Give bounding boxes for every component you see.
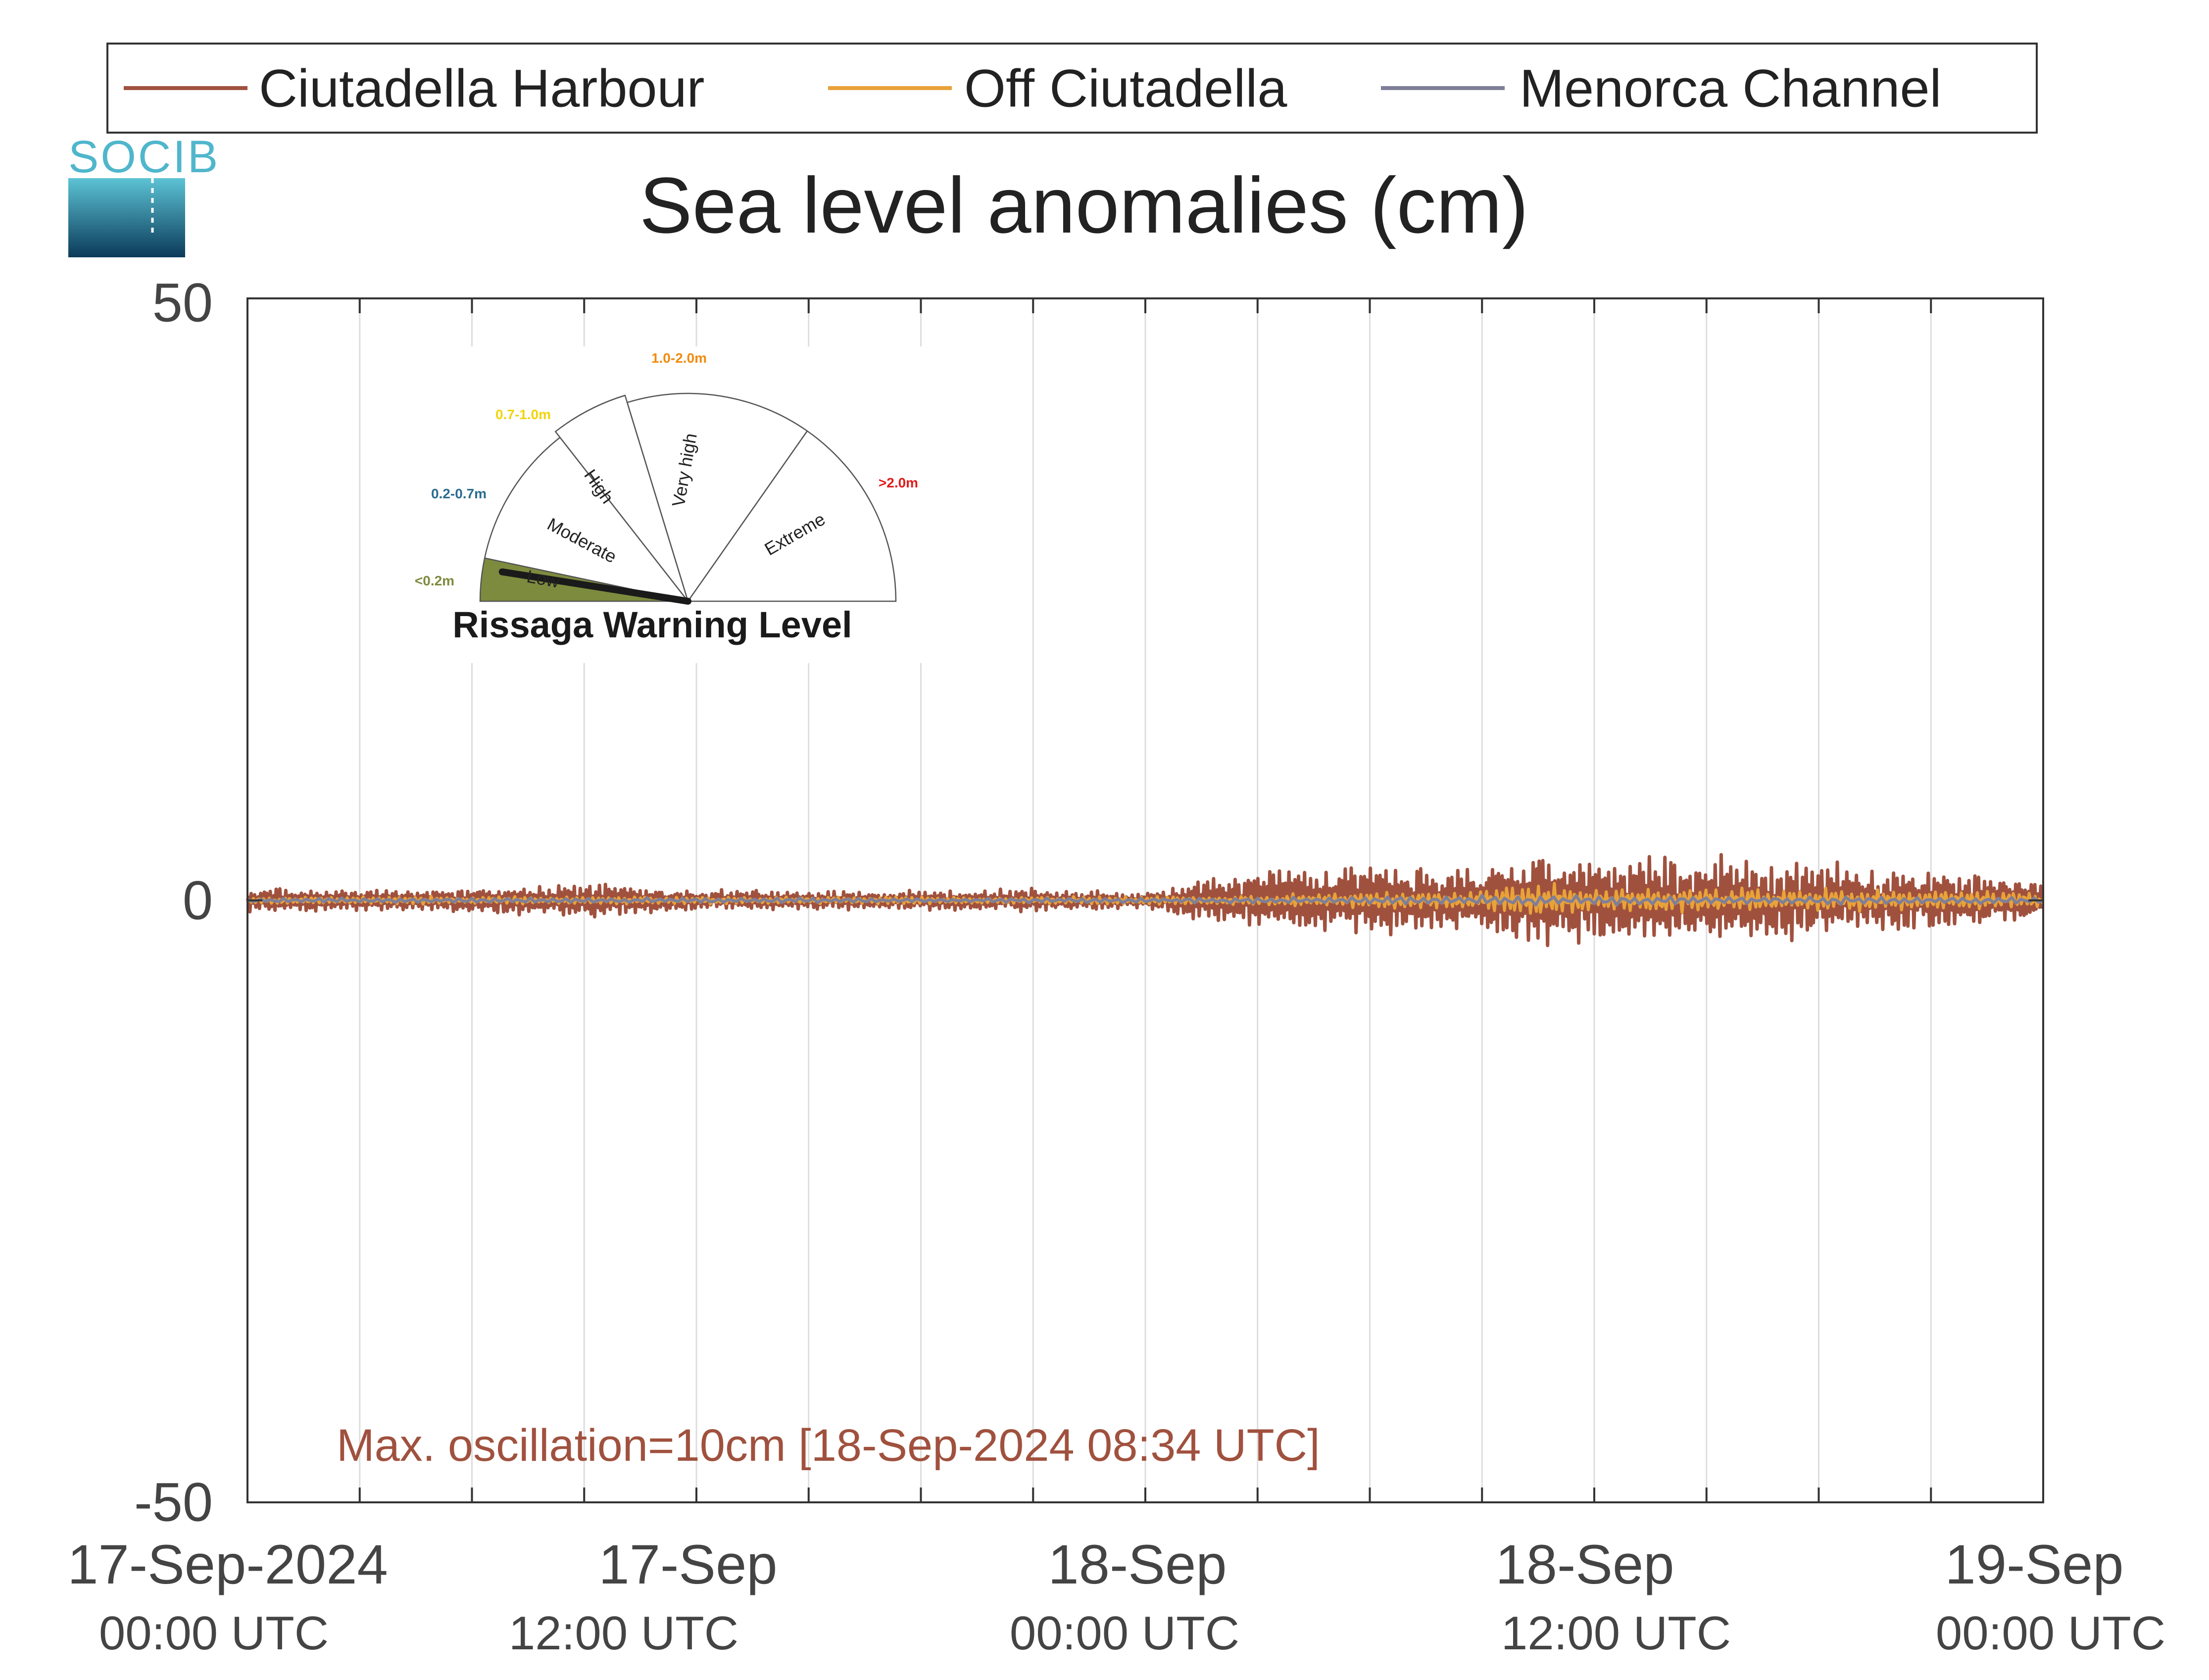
legend-label-ciutadella-harbour: Ciutadella Harbour bbox=[259, 58, 705, 118]
max-oscillation-annotation: Max. oscillation=10cm [18-Sep-2024 08:34… bbox=[337, 1420, 1320, 1471]
x-tick-date: 18-Sep bbox=[1495, 1534, 1674, 1595]
socib-logo-wave bbox=[68, 178, 185, 257]
series-line-menorca-channel bbox=[246, 894, 2044, 907]
gauge-title: Rissaga Warning Level bbox=[452, 604, 852, 645]
legend-frame bbox=[106, 43, 2038, 134]
legend-label-menorca-channel: Menorca Channel bbox=[1520, 58, 1942, 118]
gauge-needle bbox=[498, 568, 691, 605]
y-tick-label: 50 bbox=[152, 273, 213, 334]
x-tick-date: 17-Sep bbox=[598, 1534, 777, 1595]
chart-title: Sea level anomalies (cm) bbox=[639, 161, 1528, 249]
gauge-sector-extreme bbox=[687, 430, 897, 602]
x-tick-time: 00:00 UTC bbox=[99, 1607, 329, 1660]
rissaga-gauge: Low Moderate High Very high Extreme <0.2… bbox=[401, 346, 926, 663]
gauge-range-extreme: >2.0m bbox=[879, 475, 918, 490]
y-tick-label: -50 bbox=[134, 1472, 213, 1533]
x-tick-date: 17-Sep-2024 bbox=[67, 1534, 388, 1595]
gauge-sector-moderate bbox=[484, 436, 690, 602]
socib-logo: SOCIB bbox=[68, 132, 220, 257]
gauge-range-moderate: 0.2-0.7m bbox=[431, 486, 487, 501]
gauge-sectors bbox=[479, 392, 897, 603]
legend-label-off-ciutadella: Off Ciutadella bbox=[964, 58, 1287, 118]
x-tick-labels: 17-Sep-2024 00:00 UTC 17-Sep 12:00 UTC 1… bbox=[67, 1534, 2165, 1660]
x-tick-time: 00:00 UTC bbox=[1010, 1607, 1239, 1660]
series-lines bbox=[245, 853, 2045, 948]
x-tick-time: 00:00 UTC bbox=[1936, 1607, 2165, 1660]
y-tick-label: 0 bbox=[183, 870, 213, 931]
gauge-sector-high bbox=[554, 394, 689, 602]
legend: Ciutadella Harbour Off Ciutadella Menorc… bbox=[106, 43, 2038, 134]
x-tick-time: 12:00 UTC bbox=[1501, 1607, 1731, 1660]
socib-logo-text: SOCIB bbox=[68, 132, 220, 182]
axis-ticks bbox=[247, 298, 2043, 1502]
x-tick-date: 18-Sep bbox=[1048, 1534, 1227, 1595]
gauge-range-labels: <0.2m 0.2-0.7m 0.7-1.0m 1.0-2.0m >2.0m bbox=[415, 350, 918, 588]
gauge-sector-very-high bbox=[626, 392, 808, 603]
x-tick-date: 19-Sep bbox=[1945, 1534, 2123, 1595]
x-tick-time: 12:00 UTC bbox=[509, 1607, 738, 1660]
gauge-range-high: 0.7-1.0m bbox=[495, 407, 551, 422]
gauge-range-low: <0.2m bbox=[415, 573, 454, 588]
gauge-range-very-high: 1.0-2.0m bbox=[651, 350, 707, 366]
